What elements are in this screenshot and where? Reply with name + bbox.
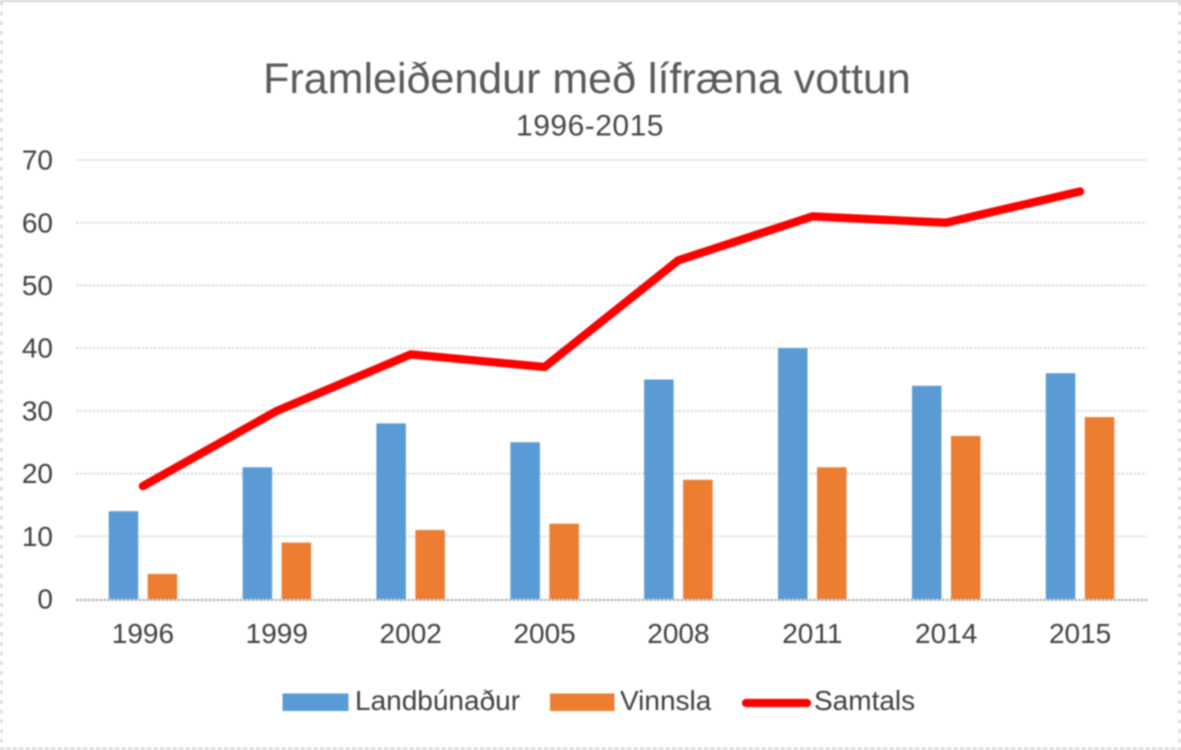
svg-text:Samtals: Samtals — [814, 685, 915, 716]
svg-text:Vinnsla: Vinnsla — [620, 685, 712, 716]
svg-text:1996-2015: 1996-2015 — [516, 110, 664, 143]
svg-text:50: 50 — [22, 270, 53, 301]
svg-text:20: 20 — [22, 458, 53, 489]
svg-text:40: 40 — [22, 333, 53, 364]
svg-text:60: 60 — [22, 207, 53, 238]
svg-text:10: 10 — [22, 521, 53, 552]
svg-text:2005: 2005 — [513, 618, 575, 649]
svg-text:30: 30 — [22, 396, 53, 427]
svg-text:Landbúnaður: Landbúnaður — [355, 685, 520, 716]
svg-text:1996: 1996 — [112, 618, 174, 649]
svg-text:2002: 2002 — [380, 618, 442, 649]
svg-text:0: 0 — [37, 584, 53, 615]
svg-text:Framleiðendur með lífræna vott: Framleiðendur með lífræna vottun — [263, 55, 911, 103]
svg-text:2011: 2011 — [782, 618, 842, 649]
svg-text:2015: 2015 — [1049, 618, 1111, 649]
svg-text:70: 70 — [22, 145, 53, 176]
svg-text:1999: 1999 — [246, 618, 308, 649]
svg-text:2014: 2014 — [915, 618, 977, 649]
svg-text:2008: 2008 — [647, 618, 709, 649]
